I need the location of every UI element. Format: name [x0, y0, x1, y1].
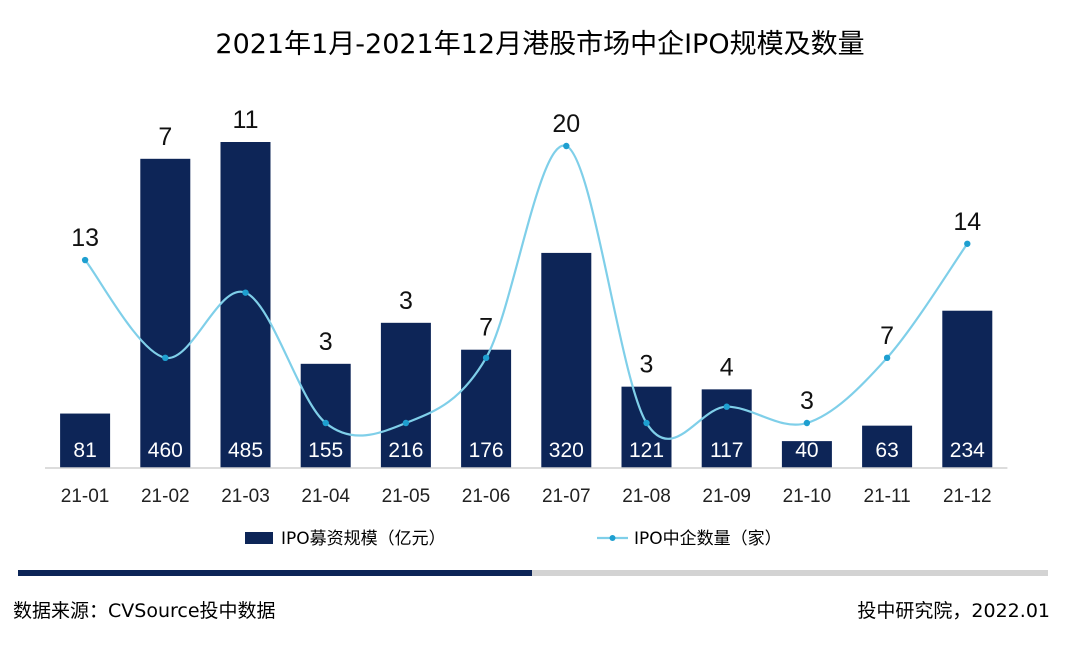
- line-value-label: 7: [479, 314, 493, 342]
- line-point: [162, 354, 169, 362]
- x-tick-label: 21-10: [783, 486, 832, 507]
- legend-label-bar: IPO募资规模（亿元）: [281, 529, 446, 549]
- line-value-label: 7: [158, 123, 172, 151]
- bar-value-label: 155: [308, 439, 343, 462]
- legend-swatch-line-dot: [609, 535, 616, 541]
- x-tick-label: 21-07: [542, 486, 591, 507]
- line-value-label: 3: [319, 328, 333, 356]
- line-point: [723, 403, 730, 410]
- x-tick-label: 21-09: [702, 486, 751, 507]
- bar-21-02: [140, 158, 191, 468]
- x-tick-label: 21-06: [462, 486, 511, 507]
- bar-value-label: 234: [950, 439, 985, 462]
- line-value-label: 3: [640, 351, 654, 379]
- chart-title: 2021年1月-2021年12月港股市场中企IPO规模及数量: [215, 29, 865, 60]
- x-tick-label: 21-02: [141, 486, 190, 507]
- line-value-label: 14: [953, 208, 981, 236]
- line-value-label: 13: [71, 224, 99, 252]
- line-point: [81, 256, 89, 264]
- line-value-label: 7: [880, 322, 894, 350]
- footer-divider: [532, 570, 1048, 576]
- line-point: [964, 240, 971, 247]
- line-point: [482, 354, 490, 362]
- legend-label-line: IPO中企数量（家）: [634, 529, 782, 549]
- line-value-label: 3: [399, 287, 413, 315]
- bar-21-12: [942, 310, 993, 468]
- bar-21-08: [621, 386, 672, 468]
- bar-value-label: 485: [228, 439, 263, 462]
- x-tick-label: 21-03: [221, 486, 270, 507]
- x-tick-label: 21-12: [943, 486, 992, 507]
- line-value-label: 20: [552, 110, 580, 138]
- bar-21-04: [300, 363, 351, 468]
- bar-value-label: 460: [148, 439, 183, 462]
- x-tick-label: 21-11: [864, 486, 911, 507]
- bar-21-07: [541, 252, 592, 468]
- line-point: [883, 354, 891, 362]
- footer-divider-accent: [18, 570, 532, 576]
- bar-21-10: [781, 441, 832, 468]
- legend-swatch-bar: [245, 532, 273, 544]
- bar-value-label: 117: [710, 439, 743, 462]
- line-point: [322, 419, 329, 427]
- series-line-ipo-count: [84, 144, 969, 440]
- line-value-label: 4: [720, 353, 734, 381]
- bar-21-09: [701, 389, 752, 468]
- line-value-label: 11: [233, 106, 259, 134]
- bar-value-label: 176: [469, 439, 504, 462]
- x-tick-label: 21-04: [301, 486, 350, 507]
- bar-value-label: 63: [875, 439, 898, 462]
- bar-21-06: [461, 349, 512, 468]
- credit-note: 投中研究院，2022.01: [857, 600, 1050, 622]
- line-point: [803, 419, 811, 427]
- line-point: [402, 419, 410, 427]
- x-tick-label: 21-08: [622, 486, 671, 507]
- x-tick-label: 21-05: [382, 486, 431, 507]
- bar-value-label: 81: [73, 439, 96, 462]
- bar-21-01: [60, 413, 111, 468]
- chart-area: 81 460 485 155 216 176 320 121 117 40 63 234 21-01 2…: [45, 106, 1008, 549]
- bar-21-11: [862, 425, 913, 468]
- source-note: 数据来源：CVSource投中数据: [13, 600, 276, 622]
- bar-value-label: 216: [388, 439, 423, 462]
- bar-21-05: [380, 322, 431, 468]
- bar-value-label: 121: [629, 439, 664, 462]
- legend: IPO募资规模（亿元） IPO中企数量（家）: [245, 529, 782, 549]
- line-point: [643, 419, 650, 427]
- bar-value-label: 320: [549, 439, 584, 462]
- bar-21-03: [220, 142, 271, 468]
- bar-value-label: 40: [795, 439, 818, 462]
- x-tick-label: 21-01: [61, 486, 110, 507]
- line-value-label: 3: [800, 387, 814, 415]
- line-point: [242, 289, 249, 296]
- line-point: [563, 142, 570, 150]
